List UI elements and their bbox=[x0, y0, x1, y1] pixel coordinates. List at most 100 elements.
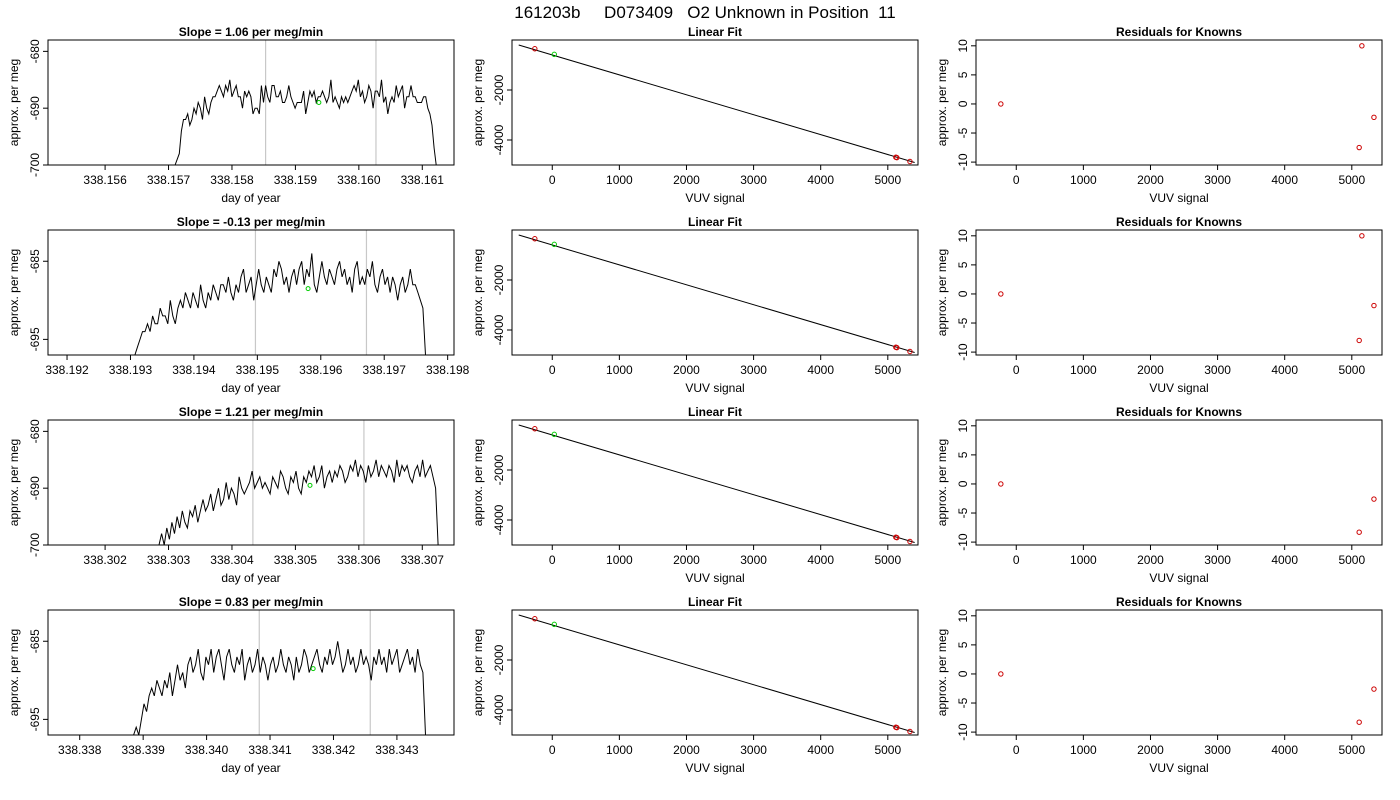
x-axis-label: VUV signal bbox=[1149, 381, 1208, 395]
x-axis-label: day of year bbox=[221, 761, 280, 775]
x-tick-label: 4000 bbox=[807, 173, 834, 187]
x-tick-label: 2000 bbox=[673, 173, 700, 187]
known-point bbox=[532, 426, 538, 432]
known-point bbox=[894, 154, 900, 161]
x-tick-label: 3000 bbox=[1204, 743, 1231, 757]
y-tick-label: 0 bbox=[956, 480, 970, 487]
x-tick-label: 2000 bbox=[673, 553, 700, 567]
x-tick-label: 338.342 bbox=[312, 743, 356, 757]
x-tick-label: 3000 bbox=[740, 553, 767, 567]
per-meg-series-line bbox=[133, 641, 426, 735]
panel-title: Slope = 1.21 per meg/min bbox=[179, 405, 323, 419]
x-tick-label: 4000 bbox=[1271, 553, 1298, 567]
x-tick-label: 1000 bbox=[606, 553, 633, 567]
x-tick-label: 4000 bbox=[1271, 743, 1298, 757]
x-tick-label: 338.305 bbox=[274, 553, 318, 567]
y-axis-label: approx. per meg bbox=[935, 249, 949, 336]
known-point bbox=[998, 671, 1004, 677]
y-tick-label: -5 bbox=[956, 697, 970, 708]
panel-title: Residuals for Knowns bbox=[1116, 595, 1242, 609]
y-axis-label: approx. per meg bbox=[471, 629, 485, 716]
x-tick-label: 5000 bbox=[1338, 173, 1365, 187]
x-axis-label: VUV signal bbox=[1149, 571, 1208, 585]
x-tick-label: 338.161 bbox=[401, 173, 445, 187]
x-axis-label: VUV signal bbox=[685, 381, 744, 395]
x-tick-label: 1000 bbox=[1070, 743, 1097, 757]
x-tick-label: 338.160 bbox=[337, 173, 381, 187]
y-axis-label: approx. per meg bbox=[935, 439, 949, 526]
plot-frame bbox=[975, 609, 1383, 736]
known-point bbox=[1371, 686, 1377, 692]
y-tick-label: -5 bbox=[956, 127, 970, 138]
x-tick-label: 5000 bbox=[874, 743, 901, 757]
y-tick-label: -685 bbox=[28, 629, 42, 653]
x-tick-label: 5000 bbox=[1338, 553, 1365, 567]
y-tick-label: -685 bbox=[28, 249, 42, 273]
known-point bbox=[1359, 43, 1365, 49]
panel-slope-row4: Slope = 0.83 per meg/min 338.338 338.339 33… bbox=[7, 595, 455, 775]
y-tick-label: -2000 bbox=[492, 644, 506, 675]
mean-marker bbox=[307, 482, 313, 488]
y-tick-label: -690 bbox=[28, 476, 42, 500]
known-point bbox=[998, 291, 1004, 297]
panel-title: Residuals for Knowns bbox=[1116, 25, 1242, 39]
x-tick-label: 0 bbox=[1013, 553, 1020, 567]
panel-slope-row1: Slope = 1.06 per meg/min 338.156 338.157 33… bbox=[7, 25, 455, 205]
plot-area bbox=[518, 234, 915, 355]
plot-frame bbox=[975, 39, 1383, 166]
panel-residuals-row4: Residuals for Knowns 0 1000 2000 3000 4000 500… bbox=[935, 595, 1383, 775]
known-point bbox=[532, 236, 538, 242]
y-tick-label: 0 bbox=[956, 290, 970, 297]
panel-title: Linear Fit bbox=[688, 405, 742, 419]
x-tick-label: 2000 bbox=[673, 743, 700, 757]
panel-title: Slope = -0.13 per meg/min bbox=[177, 215, 325, 229]
panel-title: Residuals for Knowns bbox=[1116, 405, 1242, 419]
y-axis-label: approx. per meg bbox=[7, 439, 21, 526]
y-tick-label: -10 bbox=[956, 533, 970, 551]
x-tick-label: 338.307 bbox=[401, 553, 445, 567]
x-tick-label: 338.340 bbox=[185, 743, 229, 757]
x-tick-label: 0 bbox=[1013, 173, 1020, 187]
x-tick-label: 1000 bbox=[606, 743, 633, 757]
known-point bbox=[907, 158, 913, 165]
x-tick-label: 2000 bbox=[673, 363, 700, 377]
x-tick-label: 3000 bbox=[1204, 363, 1231, 377]
panel-linear-fit-row4: Linear Fit 0 1000 2000 3000 4000 5000 -2000 -400… bbox=[471, 595, 919, 775]
x-tick-label: 338.158 bbox=[210, 173, 254, 187]
y-axis-label: approx. per meg bbox=[471, 249, 485, 336]
x-axis-label: day of year bbox=[221, 381, 280, 395]
y-tick-label: -5 bbox=[956, 507, 970, 518]
plot-frame bbox=[975, 229, 1383, 356]
x-axis-label: VUV signal bbox=[1149, 191, 1208, 205]
known-point bbox=[907, 538, 913, 545]
x-tick-label: 338.194 bbox=[172, 363, 216, 377]
y-tick-label: -680 bbox=[28, 419, 42, 443]
plot-frame bbox=[47, 609, 455, 736]
x-tick-label: 2000 bbox=[1137, 173, 1164, 187]
x-tick-label: 338.343 bbox=[375, 743, 419, 757]
plot-frame bbox=[511, 419, 919, 546]
y-tick-label: 5 bbox=[956, 261, 970, 268]
fit-line bbox=[518, 44, 915, 163]
x-tick-label: 3000 bbox=[1204, 553, 1231, 567]
known-point bbox=[1356, 719, 1362, 725]
x-tick-label: 338.156 bbox=[83, 173, 127, 187]
x-tick-label: 338.341 bbox=[248, 743, 292, 757]
x-tick-label: 338.196 bbox=[299, 363, 343, 377]
x-tick-label: 3000 bbox=[1204, 173, 1231, 187]
known-point bbox=[1356, 144, 1362, 151]
unknown-point bbox=[551, 241, 557, 248]
x-tick-label: 2000 bbox=[1137, 363, 1164, 377]
fit-line bbox=[518, 234, 915, 353]
x-tick-label: 338.197 bbox=[363, 363, 407, 377]
x-tick-label: 338.198 bbox=[426, 363, 470, 377]
plot-area bbox=[998, 481, 1377, 535]
y-tick-label: 10 bbox=[956, 419, 970, 433]
y-axis-label: approx. per meg bbox=[7, 629, 21, 716]
y-axis-label: approx. per meg bbox=[935, 59, 949, 146]
plot-area bbox=[133, 610, 426, 735]
mean-marker bbox=[305, 286, 311, 292]
known-point bbox=[907, 348, 913, 355]
y-axis-label: approx. per meg bbox=[7, 59, 21, 146]
